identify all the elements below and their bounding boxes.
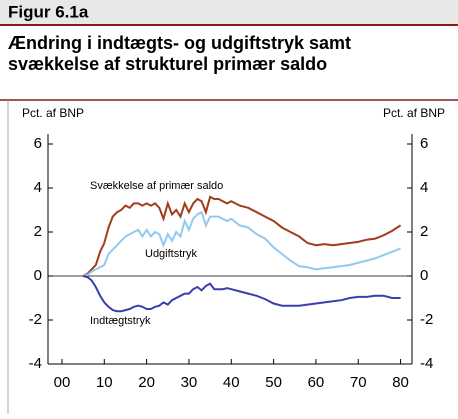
line-series [82,210,401,277]
series-label: Svækkelse af primær saldo [90,180,223,192]
y-tick-label: 0 [34,267,42,284]
y2-tick-label: 4 [420,179,428,196]
header-band [0,0,458,24]
y-tick-label: 2 [34,223,42,240]
y-tick-label: 4 [34,179,42,196]
y-axis-label: Pct. af BNP [22,106,84,120]
y2-tick-label: -2 [420,311,433,328]
y2-tick-label: 6 [420,135,428,152]
figure-number: Figur 6.1a [8,2,89,21]
series-label: Indtægtstryk [90,315,151,327]
series-label: Udgiftstryk [145,248,197,260]
y2-tick-label: 0 [420,267,428,284]
chart-title: Ændring i indtægts- og udgiftstryk samt s… [8,33,351,74]
y2-tick-label: -4 [420,355,433,372]
x-tick-label: 80 [392,374,409,391]
x-tick-label: 50 [265,374,282,391]
y-tick-label: 6 [34,135,42,152]
y-tick-label: -4 [29,355,42,372]
x-tick-label: 20 [138,374,155,391]
line-series [82,275,401,313]
x-tick-label: 00 [54,374,71,391]
x-tick-label: 60 [308,374,325,391]
x-tick-label: 40 [223,374,240,391]
y2-axis-label: Pct. af BNP [383,106,445,120]
x-tick-label: 10 [96,374,113,391]
line-series [82,195,402,277]
x-tick-label: 30 [181,374,198,391]
x-tick-label: 70 [350,374,367,391]
y2-tick-label: 2 [420,223,428,240]
y-tick-label: -2 [29,311,42,328]
